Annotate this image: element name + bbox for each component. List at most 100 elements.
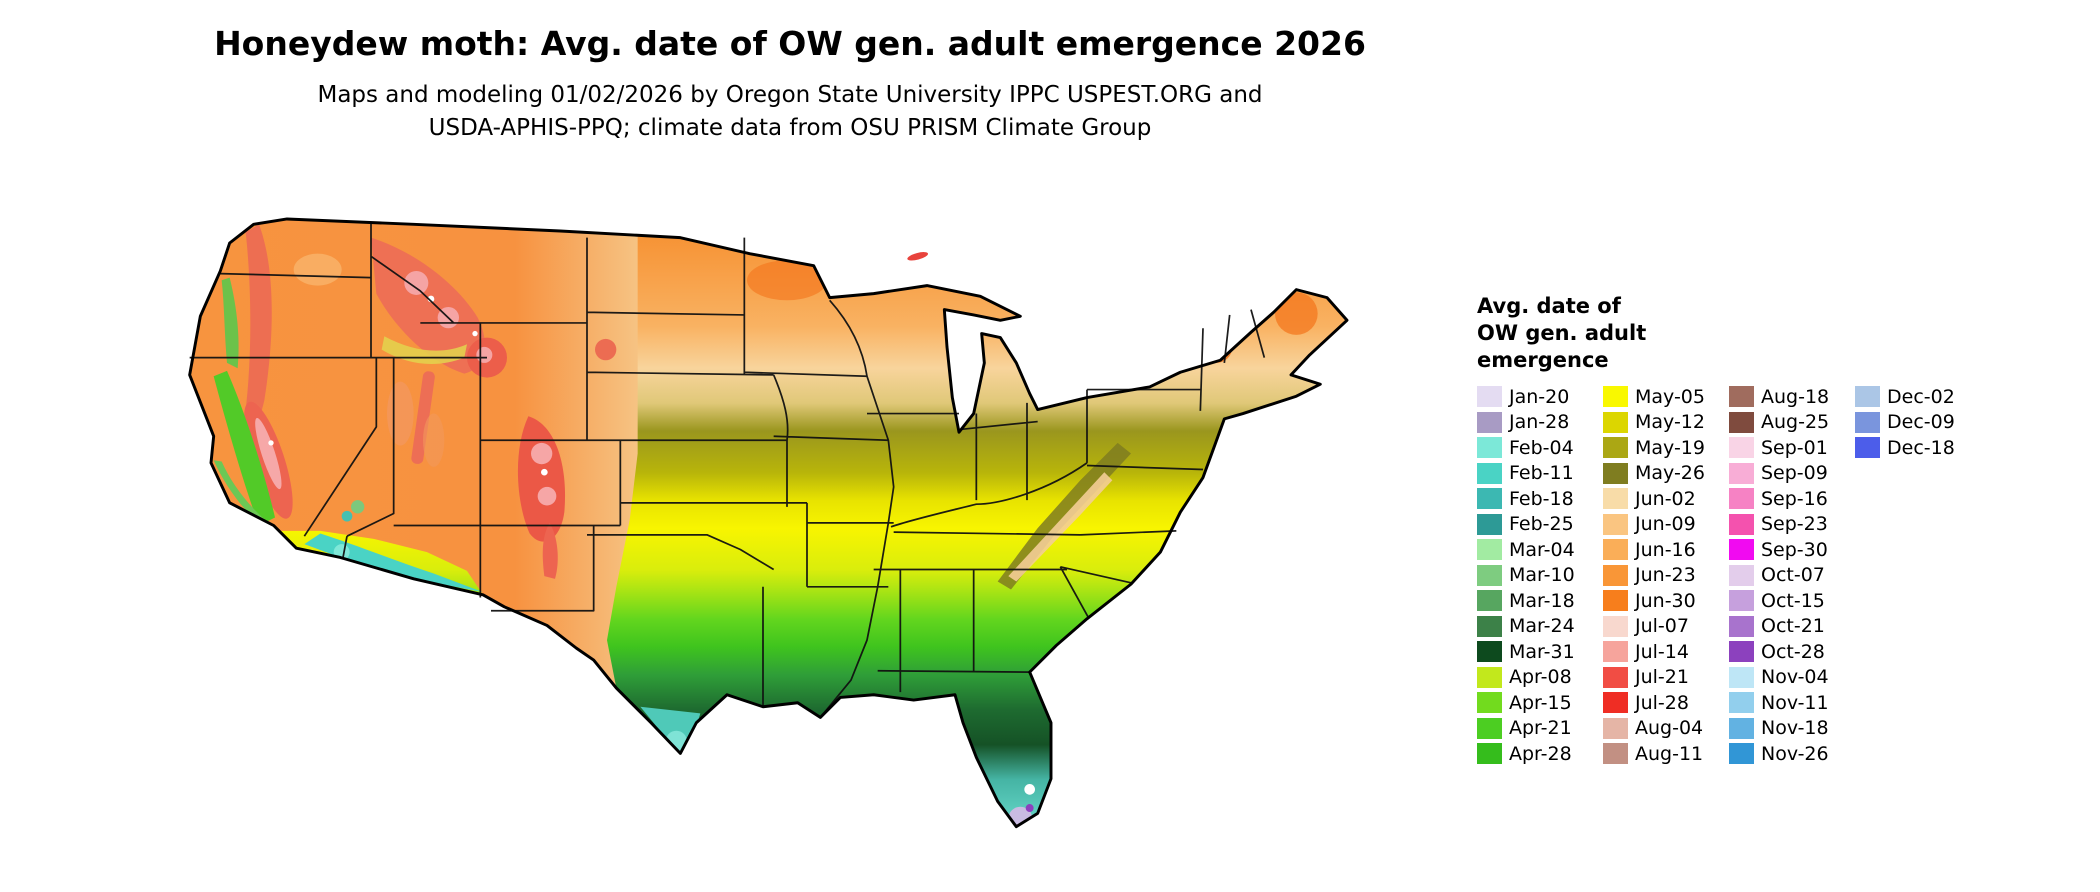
legend-row: Apr-08 — [1477, 665, 1603, 691]
legend-row: Mar-24 — [1477, 614, 1603, 640]
legend-date-label: Apr-28 — [1509, 742, 1572, 765]
legend-row: Mar-31 — [1477, 639, 1603, 665]
legend-color-swatch — [1477, 564, 1502, 586]
legend-color-swatch — [1855, 386, 1880, 408]
legend-color-swatch — [1477, 488, 1502, 510]
legend-date-label: Mar-31 — [1509, 640, 1575, 663]
legend-color-swatch — [1603, 513, 1628, 535]
legend-color-swatch — [1603, 641, 1628, 663]
legend-date-label: Jun-23 — [1635, 564, 1696, 587]
legend-color-swatch — [1855, 411, 1880, 433]
legend-color-swatch — [1477, 462, 1502, 484]
legend-row: Oct-28 — [1729, 639, 1855, 665]
legend-column: Aug-18 Aug-25 Sep-01 Sep-09 Sep-16 Sep-23 Sep-… — [1729, 384, 1855, 767]
legend-row: Sep-09 — [1729, 461, 1855, 487]
legend-row: Nov-11 — [1729, 690, 1855, 716]
legend-date-label: Aug-04 — [1635, 717, 1704, 740]
us-outline — [188, 217, 1349, 829]
legend-color-swatch — [1477, 641, 1502, 663]
legend-row: Jul-14 — [1603, 639, 1729, 665]
legend-column: Dec-02 Dec-09 Dec-18 — [1855, 384, 1981, 767]
legend-date-label: Oct-07 — [1761, 564, 1825, 587]
legend-color-swatch — [1603, 717, 1628, 739]
legend-color-swatch — [1729, 386, 1754, 408]
legend-row: Feb-25 — [1477, 512, 1603, 538]
legend-row: Jun-09 — [1603, 512, 1729, 538]
legend-date-label: Apr-21 — [1509, 717, 1572, 740]
legend-row: Aug-25 — [1729, 410, 1855, 436]
legend-color-swatch — [1603, 666, 1628, 688]
legend-color-swatch — [1729, 590, 1754, 612]
legend-color-swatch — [1603, 539, 1628, 561]
legend-date-label: Jun-16 — [1635, 538, 1696, 561]
legend-color-swatch — [1603, 564, 1628, 586]
legend-color-swatch — [1729, 717, 1754, 739]
legend-color-swatch — [1603, 488, 1628, 510]
legend-row: Nov-18 — [1729, 716, 1855, 742]
legend-row: Feb-18 — [1477, 486, 1603, 512]
legend-color-swatch — [1477, 692, 1502, 714]
map-container — [147, 187, 1427, 884]
legend-color-swatch — [1603, 615, 1628, 637]
legend-row: Dec-09 — [1855, 410, 1981, 436]
legend-date-label: May-26 — [1635, 462, 1705, 485]
legend-row: Nov-04 — [1729, 665, 1855, 691]
legend-title: Avg. date of OW gen. adult emergence — [1477, 293, 2017, 374]
legend-row: Apr-15 — [1477, 690, 1603, 716]
legend-date-label: May-05 — [1635, 385, 1705, 408]
legend-color-swatch — [1729, 462, 1754, 484]
legend-date-label: Jun-02 — [1635, 487, 1696, 510]
legend-color-swatch — [1477, 539, 1502, 561]
legend-row: Jun-16 — [1603, 537, 1729, 563]
subtitle-line-2: USDA-APHIS-PPQ; climate data from OSU PR… — [428, 115, 1152, 141]
figure-subtitle: Maps and modeling 01/02/2026 by Oregon S… — [0, 79, 1580, 145]
legend-date-label: Sep-09 — [1761, 462, 1828, 485]
legend-row: Mar-18 — [1477, 588, 1603, 614]
legend-row: May-05 — [1603, 384, 1729, 410]
legend-date-label: Jun-09 — [1635, 513, 1696, 536]
legend-date-label: Sep-16 — [1761, 487, 1828, 510]
legend-color-swatch — [1729, 513, 1754, 535]
legend-row: Jun-30 — [1603, 588, 1729, 614]
legend-title-line-3: emergence — [1477, 348, 1609, 372]
legend-color-swatch — [1477, 615, 1502, 637]
legend-row: Oct-15 — [1729, 588, 1855, 614]
legend-date-label: Dec-09 — [1887, 411, 1955, 434]
legend-date-label: Feb-11 — [1509, 462, 1574, 485]
legend-date-label: Mar-04 — [1509, 538, 1575, 561]
legend-date-label: Jan-20 — [1509, 385, 1570, 408]
legend-date-label: Dec-02 — [1887, 385, 1955, 408]
legend-row: Jul-28 — [1603, 690, 1729, 716]
legend-color-swatch — [1477, 743, 1502, 765]
legend-date-label: May-12 — [1635, 411, 1705, 434]
legend-column: May-05 May-12 May-19 May-26 Jun-02 Jun-09 Jun-… — [1603, 384, 1729, 767]
legend-row: Feb-11 — [1477, 461, 1603, 487]
legend-date-label: Dec-18 — [1887, 436, 1955, 459]
figure-header: Honeydew moth: Avg. date of OW gen. adul… — [0, 24, 1580, 145]
legend-title-line-1: Avg. date of — [1477, 294, 1621, 318]
legend-color-swatch — [1729, 666, 1754, 688]
legend-color-swatch — [1603, 411, 1628, 433]
legend-color-swatch — [1603, 386, 1628, 408]
legend-date-label: May-19 — [1635, 436, 1705, 459]
legend-row: Aug-04 — [1603, 716, 1729, 742]
legend-row: Aug-18 — [1729, 384, 1855, 410]
legend-date-label: Jun-30 — [1635, 589, 1696, 612]
legend-color-swatch — [1477, 590, 1502, 612]
legend-date-label: Mar-10 — [1509, 564, 1575, 587]
legend-color-swatch — [1477, 717, 1502, 739]
legend-color-swatch — [1729, 615, 1754, 637]
legend-date-label: Oct-15 — [1761, 589, 1825, 612]
legend-color-swatch — [1729, 692, 1754, 714]
legend-color-swatch — [1729, 411, 1754, 433]
legend-color-swatch — [1603, 462, 1628, 484]
legend-row: Mar-04 — [1477, 537, 1603, 563]
state-borders — [189, 221, 1266, 718]
legend-color-swatch — [1477, 666, 1502, 688]
legend-row: Jul-21 — [1603, 665, 1729, 691]
legend-color-swatch — [1729, 564, 1754, 586]
legend-row: Apr-21 — [1477, 716, 1603, 742]
legend-date-label: Nov-26 — [1761, 742, 1829, 765]
legend-row: May-12 — [1603, 410, 1729, 436]
